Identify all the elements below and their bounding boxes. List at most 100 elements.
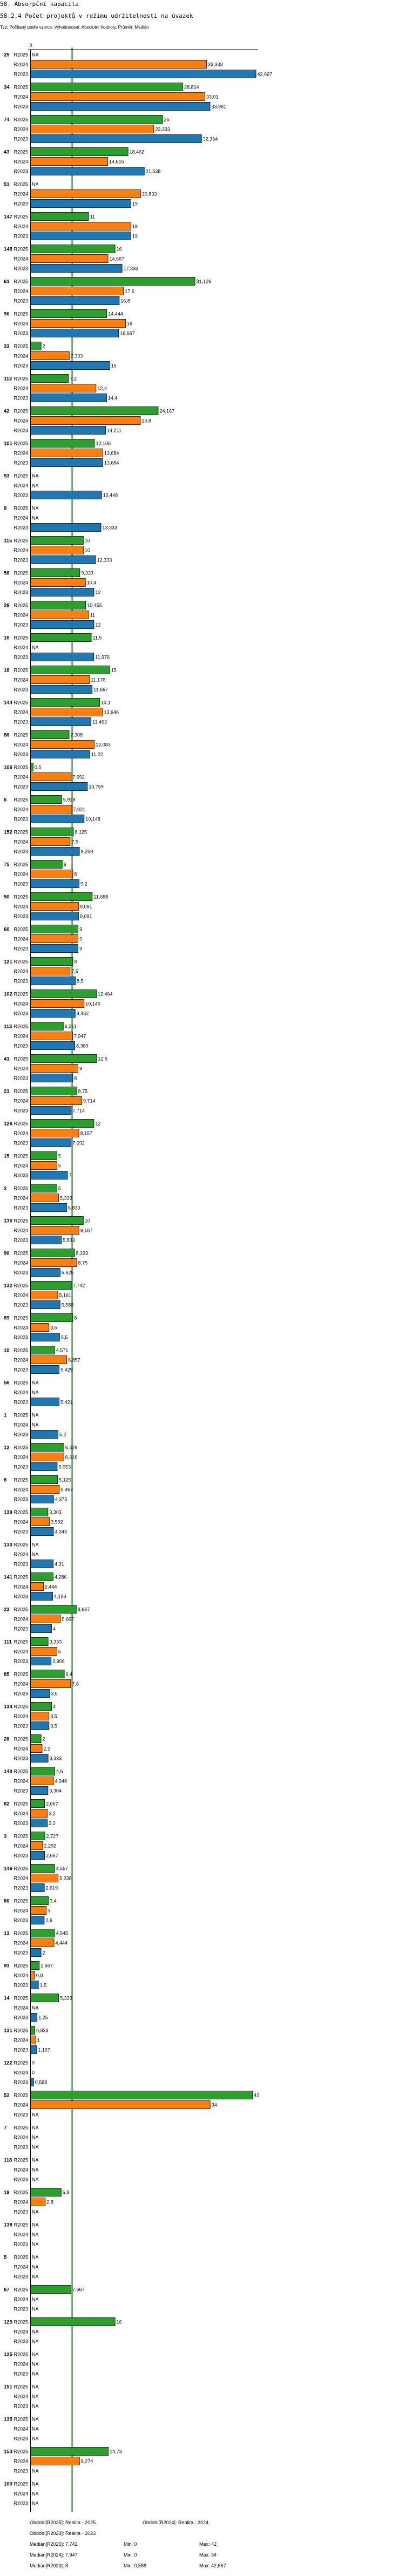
- legend-period-r2024: Období[R2024]: Realita - 2024: [143, 2520, 209, 2525]
- bar-r2025: [30, 115, 163, 124]
- value-label: 14,444: [108, 311, 123, 317]
- bar-r2025: [30, 342, 42, 350]
- bar-r2024: [30, 1032, 73, 1040]
- value-label: 2,727: [46, 1834, 59, 1839]
- bar-r2025: [30, 439, 95, 448]
- na-label: NA: [32, 2297, 39, 2302]
- value-label: 5,333: [60, 1996, 72, 2001]
- series-label: R2023: [14, 1886, 28, 1891]
- bar-r2023: [30, 847, 80, 856]
- value-label: 12,464: [98, 992, 113, 997]
- value-label: 11,5: [93, 635, 102, 641]
- series-label: R2025: [14, 311, 28, 317]
- bar-r2023: [30, 296, 120, 305]
- series-label: R2025: [14, 1380, 28, 1386]
- series-label: R2025: [14, 959, 28, 965]
- na-label: NA: [32, 516, 39, 521]
- value-label: 12: [95, 590, 100, 595]
- series-label: R2023: [14, 234, 28, 239]
- bar-r2023: [30, 2078, 34, 2086]
- series-label: R2024: [14, 386, 28, 391]
- value-label: 6,316: [65, 1455, 78, 1460]
- series-label: R2024: [14, 1196, 28, 1201]
- value-label: 3,333: [50, 1756, 62, 1761]
- series-label: R2024: [14, 613, 28, 618]
- series-label: R2025: [14, 1056, 28, 1062]
- group-label: 96: [4, 311, 10, 317]
- bar-r2025: [30, 1184, 57, 1192]
- series-label: R2025: [14, 441, 28, 446]
- series-label: R2023: [14, 2339, 28, 2344]
- series-label: R2025: [14, 344, 28, 349]
- group-label: 106: [4, 765, 12, 771]
- value-label: 7,821: [73, 807, 86, 812]
- value-label: 42: [254, 2093, 259, 2098]
- na-label: NA: [32, 182, 39, 187]
- series-label: R2025: [14, 1801, 28, 1807]
- bar-r2025: [30, 277, 195, 286]
- group-label: 50: [4, 894, 10, 900]
- value-label: 9,091: [80, 904, 92, 910]
- value-label: 18: [127, 321, 132, 327]
- group-label: 14: [4, 1996, 10, 2002]
- series-label: R2025: [14, 409, 28, 414]
- series-label: R2023: [14, 266, 28, 272]
- value-label: 13,333: [102, 525, 117, 531]
- group-label: 140: [4, 1769, 12, 1775]
- bar-r2025: [30, 147, 129, 156]
- value-label: 33,333: [208, 62, 223, 67]
- series-label: R2023: [14, 2501, 28, 2506]
- series-label: R2023: [14, 1076, 28, 1081]
- series-label: R2025: [14, 2384, 28, 2390]
- bar-r2023: [30, 879, 79, 888]
- value-label: 5,467: [60, 1487, 73, 1493]
- group-label: 9: [4, 506, 6, 512]
- max-r2023: Max: 42,667: [199, 2563, 226, 2568]
- series-label: R2025: [14, 2125, 28, 2131]
- series-label: R2024: [14, 2038, 28, 2043]
- bar-r2025: [30, 245, 116, 253]
- series-label: R2024: [14, 1455, 28, 1460]
- bar-r2024: [30, 1906, 47, 1915]
- series-label: R2025: [14, 1575, 28, 1580]
- bar-r2023: [30, 1883, 45, 1892]
- series-label: R2024: [14, 1390, 28, 1395]
- value-label: 34: [212, 2103, 217, 2108]
- value-label: 1,167: [38, 2048, 50, 2053]
- bar-r2024: [30, 1517, 50, 1526]
- series-label: R2025: [14, 765, 28, 770]
- value-label: 7,667: [72, 2287, 85, 2293]
- value-label: 6,857: [68, 1358, 80, 1363]
- bar-r2024: [30, 546, 84, 554]
- bar-r2025: [30, 989, 97, 998]
- series-label: R2024: [14, 2329, 28, 2335]
- group-label: 152: [4, 830, 12, 836]
- series-label: R2025: [14, 1899, 28, 1904]
- bar-r2025: [30, 698, 100, 707]
- na-label: NA: [32, 2482, 39, 2487]
- bar-r2025: [30, 83, 183, 91]
- bar-r2024: [30, 1161, 57, 1170]
- series-label: R2023: [14, 1918, 28, 1923]
- series-label: R2024: [14, 192, 28, 197]
- series-label: R2023: [14, 1594, 28, 1599]
- series-label: R2023: [14, 1497, 28, 1502]
- series-label: R2023: [14, 1270, 28, 1276]
- value-label: 28,814: [184, 85, 199, 90]
- series-label: R2024: [14, 872, 28, 877]
- bar-r2025: [30, 536, 84, 545]
- value-label: 9,274: [81, 2459, 93, 2464]
- bar-r2023: [30, 167, 145, 175]
- value-label: 5,8: [63, 2190, 70, 2195]
- bar-r2023: [30, 653, 94, 661]
- bar-r2025: [30, 568, 80, 577]
- bar-r2023: [30, 1657, 52, 1665]
- value-label: 12,083: [96, 742, 111, 748]
- series-label: R2023: [14, 1659, 28, 1664]
- series-label: R2023: [14, 2209, 28, 2215]
- value-label: 3,5: [50, 1724, 57, 1729]
- series-label: R2024: [14, 1293, 28, 1298]
- series-label: R2025: [14, 603, 28, 608]
- bar-r2024: [30, 1777, 54, 1785]
- bar-r2023: [30, 1916, 45, 1924]
